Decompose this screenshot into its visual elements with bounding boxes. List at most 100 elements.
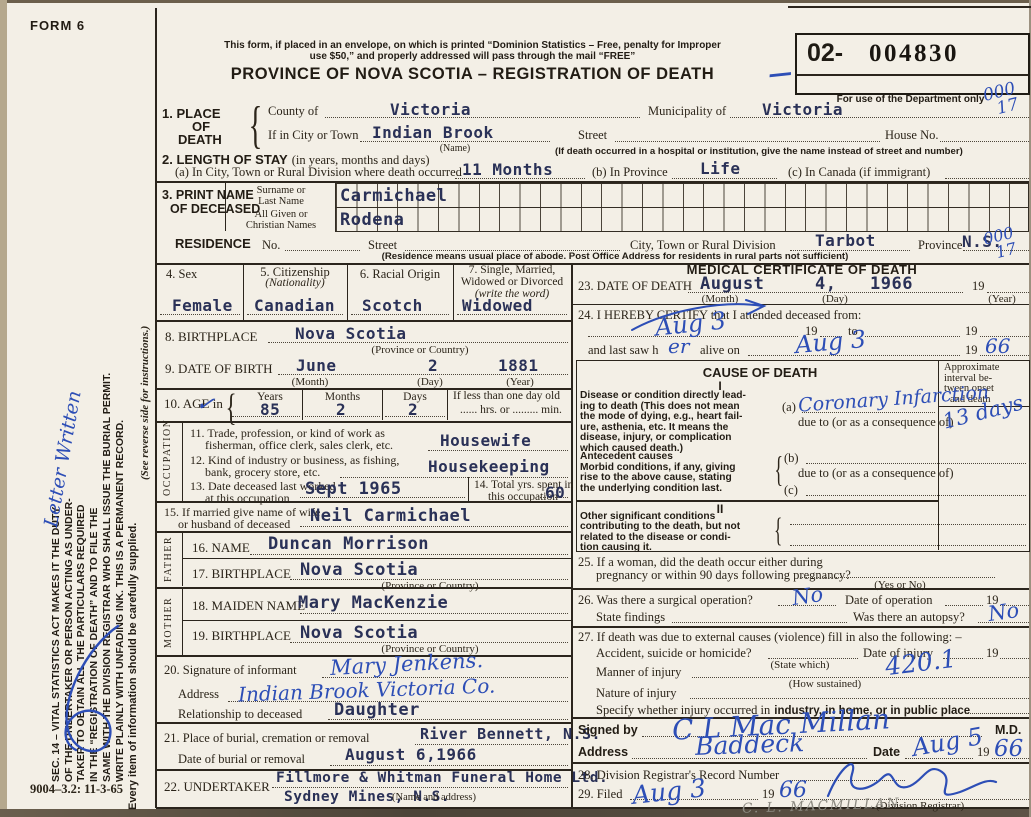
- surname-value: Carmichael: [340, 186, 448, 206]
- signed-date-label: Date: [873, 745, 901, 759]
- citizenship-label: 5. Citizenship: [260, 265, 330, 279]
- lastsaw-19-line: [980, 355, 1029, 356]
- rule-16-17: [182, 558, 572, 559]
- filed-19: 19: [762, 787, 775, 801]
- age-label: 10. AGE in: [164, 396, 223, 411]
- informant-sig-line: [322, 677, 568, 678]
- city-town-label: If in City or Town: [268, 128, 359, 142]
- lastsaw-label-2: alive on: [700, 343, 740, 357]
- lastsaw-line: [748, 355, 960, 356]
- given-name-label-2: Christian Names: [245, 220, 317, 231]
- father-vertical-label: FATHER: [163, 535, 174, 582]
- dod-day-sub: (Day): [822, 293, 848, 305]
- dod-month: August: [700, 274, 765, 294]
- undertaker-sub: (Name and address): [392, 792, 476, 803]
- age-divider: [447, 389, 448, 420]
- father-name-label: 16. NAME: [192, 540, 250, 555]
- place-brace: {: [248, 97, 263, 154]
- q27-19-line: [1000, 658, 1029, 659]
- serial-box-divider: [797, 74, 1028, 76]
- trade-label-1: 11. Trade, profession, or kind of work a…: [190, 426, 385, 440]
- surname-label-2: Last Name: [258, 196, 304, 207]
- other-line: contributing to the death, but not: [580, 521, 741, 533]
- interval-divider: [938, 360, 939, 550]
- dob-year: 1881: [498, 356, 539, 375]
- age-brace: {: [225, 387, 237, 429]
- sex-line: [160, 314, 240, 315]
- stay-b-line: [672, 178, 777, 179]
- q27-specify-bold: industry, in home, or in public place: [774, 705, 971, 717]
- given-name-value: Rodena: [340, 210, 405, 230]
- certify-from-19: 19: [805, 324, 818, 338]
- spouse-label-1: 15. If married give name of wife: [164, 505, 321, 519]
- lastsaw-year: 66: [985, 334, 1011, 358]
- street-label: Street: [578, 128, 608, 142]
- county-value: Victoria: [390, 100, 472, 119]
- rule-below-17: [156, 587, 572, 589]
- age-days-label: Days: [403, 391, 427, 403]
- citizenship-sub: (Nationality): [265, 277, 325, 289]
- interval-header-rule: [938, 406, 1029, 407]
- q27-how-sustained: (How sustained): [788, 678, 862, 690]
- hospital-note: (If death occurred in a hospital or inst…: [555, 146, 963, 157]
- lastworked-label-2: at this occupation: [205, 491, 290, 505]
- stay-label-sub: (in years, months and days): [291, 153, 430, 167]
- form-left-rule: [155, 8, 157, 808]
- age-divider: [302, 389, 303, 420]
- envelope-note-line2: use $50,” and properly addressed will pa…: [309, 51, 636, 62]
- hand-code-residence-b: 17: [993, 238, 1019, 262]
- form-number: FORM 6: [30, 18, 86, 33]
- birthplace-label: 8. BIRTHPLACE: [165, 329, 258, 344]
- rule-below-10: [156, 421, 572, 423]
- q26-line-2: State findings: [596, 610, 666, 624]
- certify-from-19-line: [820, 336, 842, 337]
- county-label: County of: [268, 104, 319, 118]
- q27-manner-label: Manner of injury: [596, 665, 682, 679]
- industry-label-2: bank, grocery store, etc.: [205, 465, 321, 479]
- rule-below-15: [156, 531, 572, 533]
- racial-line: [351, 314, 449, 315]
- q27-nature-label: Nature of injury: [596, 686, 677, 700]
- stay-label-main: 2. LENGTH OF STAY: [162, 152, 288, 167]
- stay-a-line: [455, 178, 585, 179]
- dob-year-sub: (Year): [506, 376, 534, 388]
- interval-header-line: interval be-: [944, 372, 993, 384]
- house-no-label: House No.: [885, 128, 939, 142]
- residence-note: (Residence means usual place of abode. P…: [381, 251, 849, 262]
- envelope-note-line1: This form, if placed in an envelope, on …: [224, 40, 721, 51]
- lastworked-line: [300, 497, 465, 498]
- rule-below-4-7: [156, 320, 572, 322]
- cause-midrule: [576, 500, 938, 502]
- cell-divider: [453, 263, 454, 320]
- informant-addr-label: Address: [178, 687, 219, 701]
- racial-origin-value: Scotch: [362, 296, 423, 315]
- marital-label-1: 7. Single, Married,: [468, 264, 556, 276]
- rule-below-20: [156, 722, 572, 724]
- mother-bp-value: Nova Scotia: [300, 623, 419, 643]
- signed-date-line: [905, 758, 973, 759]
- cell-divider: [243, 263, 244, 320]
- spouse-label-2: or husband of deceased: [178, 517, 291, 531]
- trade-line: [428, 450, 568, 451]
- age-days-line: [385, 416, 445, 417]
- q27-state-which: (State which): [770, 659, 830, 671]
- disease-line: disease, injury, or complication: [580, 432, 732, 444]
- filed-year: 66: [779, 778, 807, 803]
- filed-line: [630, 799, 758, 800]
- scan-edge-left: [0, 0, 7, 817]
- totalyrs-label-1: 14. Total yrs. spent in: [474, 479, 574, 491]
- signed-addr-line: [632, 758, 867, 759]
- spouse-value: Neil Carmichael: [310, 506, 472, 526]
- totalyrs-label-2: this occupation: [488, 491, 558, 503]
- q25-line-1: 25. If a woman, did the death occur eith…: [578, 555, 823, 569]
- undertaker-value-2: Sydney Mines, N.S.: [284, 789, 451, 805]
- citizenship-line: [247, 314, 343, 315]
- residence-province-value: N.S.: [962, 232, 1003, 251]
- serial-prefix: 02-: [807, 39, 844, 67]
- occupation-cell-divider: [182, 421, 183, 501]
- other-line: related to the disease or condi-: [580, 531, 731, 543]
- certify-to-19: 19: [965, 324, 978, 338]
- q27-manner-line: [692, 677, 1029, 678]
- registrar-record-line: [790, 780, 905, 781]
